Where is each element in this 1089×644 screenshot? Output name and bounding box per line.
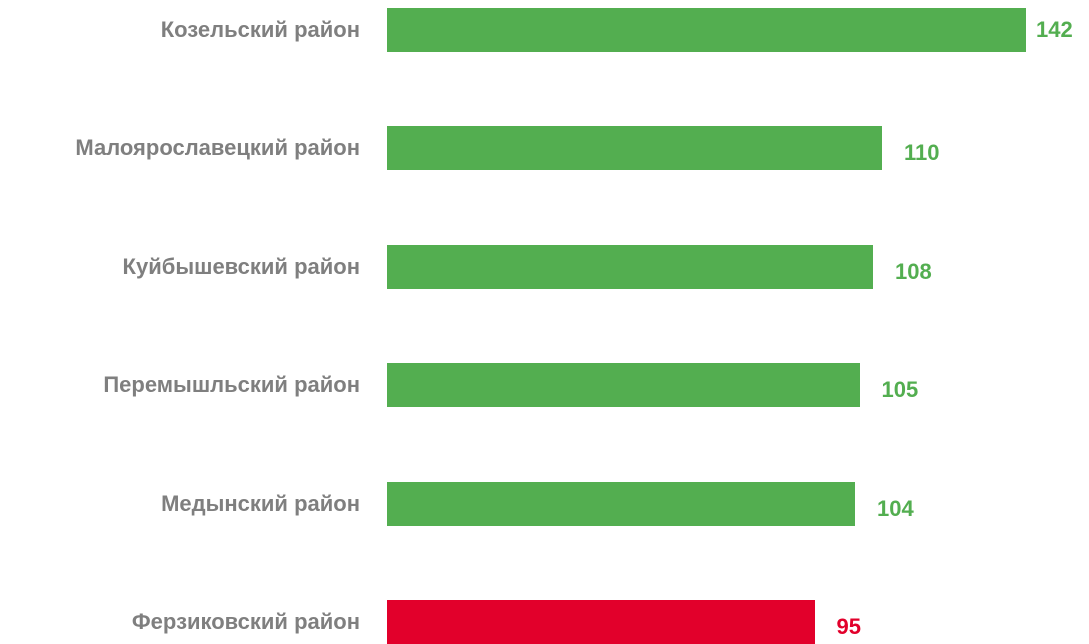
category-label: Медынский район bbox=[161, 490, 360, 516]
bar bbox=[387, 8, 1026, 52]
bar bbox=[387, 363, 860, 408]
bar bbox=[387, 126, 882, 171]
value-label: 104 bbox=[877, 495, 914, 521]
value-label: 105 bbox=[881, 377, 919, 403]
category-label: Перемышльский район bbox=[103, 372, 360, 398]
bar bbox=[387, 481, 855, 526]
value-label: 110 bbox=[904, 140, 940, 166]
value-label: 108 bbox=[895, 258, 932, 284]
bar bbox=[387, 244, 873, 289]
category-label: Ферзиковский район bbox=[131, 609, 360, 634]
category-label: Малоярославецкий район bbox=[75, 135, 360, 161]
bar bbox=[387, 600, 815, 644]
value-label: 142 bbox=[1036, 17, 1073, 42]
value-label: 95 bbox=[836, 614, 861, 639]
category-label: Козельский район bbox=[160, 17, 360, 42]
category-label: Куйбышевский район bbox=[122, 253, 360, 279]
